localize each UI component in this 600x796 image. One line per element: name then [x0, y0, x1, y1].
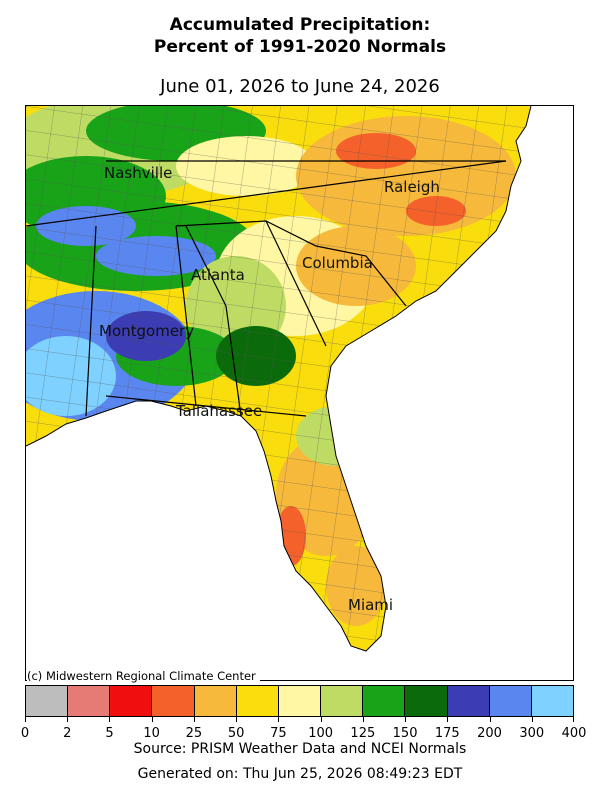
legend-tick-mark [405, 717, 407, 722]
generated-timestamp: Generated on: Thu Jun 25, 2026 08:49:23 … [137, 766, 463, 782]
legend-tick-mark [193, 717, 195, 722]
legend-tick-label: 75 [270, 726, 287, 741]
legend-colorbar [25, 685, 574, 717]
legend-tick-mark [67, 717, 69, 722]
legend-tick-mark [489, 717, 491, 722]
legend-tick-label: 5 [105, 726, 114, 741]
legend-tick-mark [573, 717, 574, 722]
legend-tick-mark [25, 717, 26, 722]
legend-swatch [194, 686, 237, 716]
legend-tick-mark [236, 717, 238, 722]
legend-swatch [68, 686, 111, 716]
state-borders [26, 160, 507, 417]
legend-swatch [447, 686, 490, 716]
legend-tick-label: 175 [434, 726, 460, 741]
map-title-line1: Accumulated Precipitation: [169, 15, 431, 35]
city-label-miami: Miami [348, 596, 394, 614]
city-label-columbia: Columbia [302, 254, 373, 272]
map-title-line2: Percent of 1991-2020 Normals [153, 37, 447, 57]
city-label-atlanta: Atlanta [191, 266, 245, 284]
legend-tick-label: 25 [185, 726, 203, 741]
legend-tick-label: 10 [143, 726, 160, 741]
legend-tick-label: 150 [392, 726, 418, 741]
legend-tick-mark [531, 717, 533, 722]
legend-tick-label: 50 [227, 726, 245, 741]
city-label-nashville: Nashville [104, 164, 173, 182]
legend-tick-label: 2 [63, 726, 72, 741]
legend-tick-label: 300 [519, 726, 545, 741]
legend-swatch [321, 686, 364, 716]
legend-swatch [278, 686, 322, 716]
legend-tick-mark [278, 717, 280, 722]
map-svg [26, 106, 532, 652]
legend-swatch [236, 686, 279, 716]
legend-swatch [363, 686, 406, 716]
data-source: Source: PRISM Weather Data and NCEI Norm… [133, 741, 467, 757]
legend-ticks: 0 2 5 10 25 50 75 100 125 150 175 200 300 400 [21, 717, 586, 741]
legend-tick-mark [447, 717, 449, 722]
legend-tick-label: 100 [308, 726, 334, 741]
city-label-montgomery: Montgomery [99, 322, 195, 340]
date-range-subtitle: June 01, 2026 to June 24, 2026 [160, 76, 440, 97]
copyright-notice: (c) Midwestern Regional Climate Center [27, 669, 260, 683]
legend-tick-mark [320, 717, 322, 722]
legend-tick-mark [109, 717, 111, 722]
legend-swatch [110, 686, 153, 716]
city-label-tallahassee: Tallahassee [176, 402, 263, 420]
legend-swatch [405, 686, 448, 716]
legend-tick-mark [151, 717, 153, 722]
city-label-raleigh: Raleigh [384, 178, 440, 196]
legend-tick-label: 125 [350, 726, 376, 741]
legend-swatch [531, 686, 574, 716]
coastline [26, 106, 532, 652]
legend-tick-label: 0 [20, 726, 30, 741]
legend-swatch [489, 686, 532, 716]
precipitation-map: Nashville Raleigh Atlanta Columbia Montg… [25, 105, 574, 681]
legend-tick-label: 400 [561, 726, 587, 741]
legend-swatch [152, 686, 195, 716]
legend-tick-label: 200 [477, 726, 502, 741]
legend-tick-mark [362, 717, 364, 722]
precip-field [26, 106, 531, 651]
legend-swatch [26, 686, 69, 716]
